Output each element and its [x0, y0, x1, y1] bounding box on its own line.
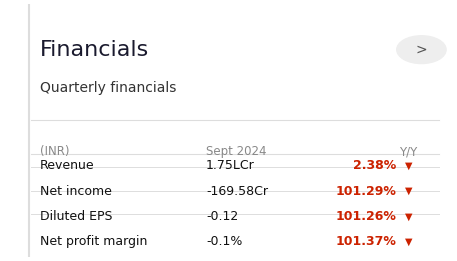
Text: ▼: ▼ — [405, 161, 413, 171]
Text: Net income: Net income — [40, 185, 112, 198]
Text: Net profit margin: Net profit margin — [40, 235, 148, 248]
Text: 101.29%: 101.29% — [336, 185, 397, 198]
Text: Revenue: Revenue — [40, 159, 95, 172]
Text: 1.75LCr: 1.75LCr — [206, 159, 255, 172]
Text: ▼: ▼ — [405, 186, 413, 196]
Text: Financials: Financials — [40, 40, 149, 60]
Text: 2.38%: 2.38% — [354, 159, 397, 172]
Text: 101.26%: 101.26% — [336, 210, 397, 223]
Text: ▼: ▼ — [405, 211, 413, 221]
Text: Sept 2024: Sept 2024 — [206, 145, 266, 158]
Text: -169.58Cr: -169.58Cr — [206, 185, 268, 198]
Text: Quarterly financials: Quarterly financials — [40, 81, 176, 94]
Text: >: > — [415, 43, 427, 57]
Text: ▼: ▼ — [405, 237, 413, 247]
Text: (INR): (INR) — [40, 145, 69, 158]
Text: -0.12: -0.12 — [206, 210, 238, 223]
Text: Y/Y: Y/Y — [399, 145, 417, 158]
Text: 101.37%: 101.37% — [336, 235, 397, 248]
Text: -0.1%: -0.1% — [206, 235, 243, 248]
Circle shape — [397, 36, 446, 63]
Text: Diluted EPS: Diluted EPS — [40, 210, 112, 223]
